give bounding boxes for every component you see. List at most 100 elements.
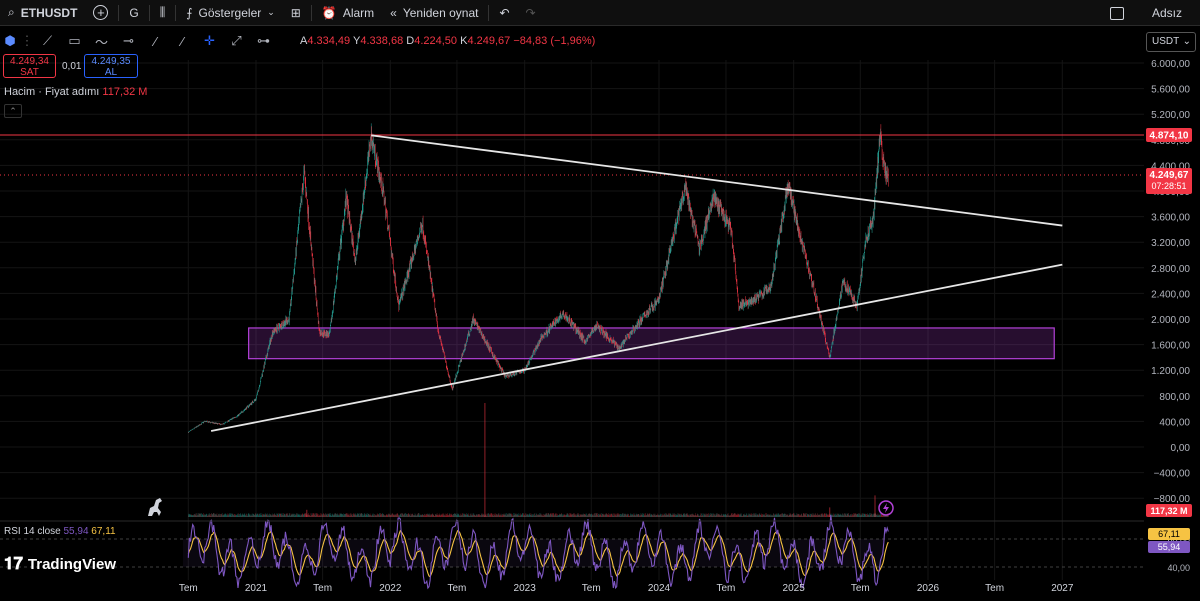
- redo-icon: ↷: [525, 5, 536, 20]
- lightning-icon[interactable]: [878, 500, 894, 516]
- volume-legend[interactable]: Hacim · Fiyat adımı 117,32 M: [4, 86, 147, 98]
- templates-icon: ⊞: [290, 5, 301, 20]
- alarm-button[interactable]: ⏰ Alarm: [314, 0, 382, 26]
- close-value: 4.249,67: [467, 35, 511, 47]
- alarm-icon: ⏰: [321, 5, 337, 20]
- low-key: D: [406, 35, 415, 47]
- svg-text:55,94: 55,94: [1158, 542, 1181, 552]
- horizontal-line-icon[interactable]: ⊸: [123, 33, 134, 48]
- svg-text:4.249,67: 4.249,67: [1150, 170, 1189, 181]
- horizontal-ray-icon[interactable]: ⊶: [257, 33, 270, 48]
- collapse-legend-button[interactable]: ⌃: [4, 104, 22, 118]
- rsi-band: [183, 539, 883, 567]
- price-tick-label: 2.400,00: [1151, 289, 1190, 300]
- price-tick-label: 5.200,00: [1151, 110, 1190, 121]
- volume-bars: [188, 403, 889, 517]
- symbol-logo-icon: ⬢: [4, 33, 16, 48]
- volume-price-tag: 117,32 M: [1146, 504, 1192, 517]
- time-tick-label: Tem: [447, 583, 466, 594]
- search-icon: ⌕: [8, 5, 15, 19]
- price-tick-label: 3.600,00: [1151, 213, 1190, 224]
- rsi-legend[interactable]: RSI 14 close 55,94 67,11: [4, 526, 116, 537]
- layout-icon: [1109, 6, 1124, 20]
- high-key: Y: [353, 35, 361, 47]
- time-axis[interactable]: Tem 2021 Tem 2022 Tem 2023 Tem 2024 Tem 2025 Tem 20…: [179, 583, 1074, 594]
- demand-zone-rectangle[interactable]: [248, 327, 1055, 360]
- buy-label: AL: [104, 67, 118, 78]
- svg-text:07:28:51: 07:28:51: [1151, 181, 1186, 191]
- volume-legend-label: Hacim · Fiyat adımı: [4, 86, 100, 98]
- replay-button[interactable]: « Yeniden oynat: [382, 0, 486, 26]
- rsi-tick-label: 40,00: [1167, 563, 1190, 573]
- indicators-icon: ⨍: [186, 5, 193, 20]
- last-price-tag: 4.249,67 07:28:51: [1146, 168, 1192, 195]
- layout-button[interactable]: [1102, 0, 1132, 26]
- rsi-line: [187, 515, 889, 590]
- drawing-toolbar: ⬢ ⋮ ⟋ ▭ 〜 ⊸ ⁄ ∕ ✛ ⤢ ⊶: [0, 28, 295, 54]
- measure-icon[interactable]: ⤢: [231, 33, 242, 48]
- svg-text:67,11: 67,11: [1158, 529, 1180, 539]
- crosshair-icon[interactable]: ✛: [204, 33, 215, 48]
- chart-type-button[interactable]: ⫼: [152, 0, 174, 26]
- price-tick-label: 4.400,00: [1151, 161, 1190, 172]
- price-tick-label: 6.000,00: [1151, 59, 1190, 70]
- time-tick-label: 2027: [1051, 583, 1074, 594]
- price-axis[interactable]: −800,00 −400,00 0,00 400,00 800,00 1.200,00 1.…: [1151, 59, 1190, 505]
- chevron-down-icon: ⌄: [1182, 36, 1191, 47]
- rectangle-icon[interactable]: ▭: [68, 33, 81, 48]
- alarm-label: Alarm: [342, 5, 375, 20]
- top-toolbar: ⌕ ETHUSDT + G ⫼ ⨍ Göstergeler ⌄ ⊞ ⏰ Alarm « Y…: [0, 0, 1200, 26]
- sell-button[interactable]: 4.249,34 SAT: [3, 54, 56, 78]
- rsi-ma-tag: 67,11: [1148, 528, 1190, 540]
- time-tick-label: Tem: [717, 583, 736, 594]
- chevron-down-icon: ⌄: [267, 7, 275, 17]
- undo-button[interactable]: ↶: [491, 0, 517, 26]
- dino-icon[interactable]: [148, 498, 162, 516]
- price-tick-label: 3.200,00: [1151, 238, 1190, 249]
- grid-lines: [0, 60, 1144, 580]
- close-key: K: [460, 35, 468, 47]
- trend-line-icon[interactable]: ⟋: [42, 33, 53, 48]
- low-value: 4.224,50: [414, 35, 458, 47]
- open-key: A: [300, 35, 308, 47]
- ascending-trend-line[interactable]: [210, 263, 1063, 432]
- interval-button[interactable]: G: [129, 5, 139, 20]
- time-tick-label: 2023: [514, 583, 537, 594]
- redo-button[interactable]: ↷: [518, 0, 544, 26]
- tradingview-logo[interactable]: 𝟏𝟕 TradingView: [4, 554, 116, 574]
- symbol-name: ETHUSDT: [20, 5, 78, 20]
- templates-button[interactable]: ⊞: [283, 0, 309, 26]
- price-tick-label: 0,00: [1171, 443, 1191, 454]
- price-tick-label: −800,00: [1154, 494, 1191, 505]
- currency-select[interactable]: USDT ⌄: [1146, 32, 1196, 52]
- ray-icon[interactable]: ⁄: [154, 33, 157, 49]
- candles-icon: ⫼: [159, 5, 166, 19]
- layout-name[interactable]: Adsız: [1151, 6, 1182, 20]
- add-symbol-button[interactable]: +: [85, 0, 116, 26]
- symbol-search[interactable]: ⌕ ETHUSDT: [0, 0, 85, 26]
- extended-line-icon[interactable]: ∕: [181, 33, 184, 49]
- high-value: 4.338,68: [360, 35, 404, 47]
- price-tick-label: 1.200,00: [1151, 366, 1190, 377]
- time-tick-label: 2022: [379, 583, 402, 594]
- time-tick-label: 2021: [245, 583, 268, 594]
- rsi-legend-label: RSI 14 close: [4, 526, 61, 537]
- drag-handle-icon[interactable]: ⋮: [20, 33, 34, 48]
- time-tick-label: Tem: [313, 583, 332, 594]
- buy-button[interactable]: 4.249,35 AL: [84, 54, 138, 78]
- price-tick-label: 1.600,00: [1151, 341, 1190, 352]
- time-tick-label: Tem: [179, 583, 198, 594]
- volume-legend-value: 117,32 M: [102, 86, 148, 98]
- change-value: −84,83 (−1,96%): [513, 35, 596, 47]
- descending-trend-line[interactable]: [371, 134, 1063, 227]
- price-tick-label: 400,00: [1159, 417, 1190, 428]
- ohlc-legend: A4.334,49 Y4.338,68 D4.224,50 K4.249,67 …: [300, 35, 595, 47]
- price-tick-label: 2.800,00: [1151, 264, 1190, 275]
- time-tick-label: 2025: [783, 583, 806, 594]
- rsi-value-tag: 55,94: [1148, 541, 1190, 553]
- rsi-ma-line: [187, 529, 889, 578]
- currency-label: USDT: [1152, 36, 1180, 47]
- brush-icon[interactable]: 〜: [94, 34, 108, 50]
- indicators-button[interactable]: ⨍ Göstergeler ⌄: [178, 0, 283, 26]
